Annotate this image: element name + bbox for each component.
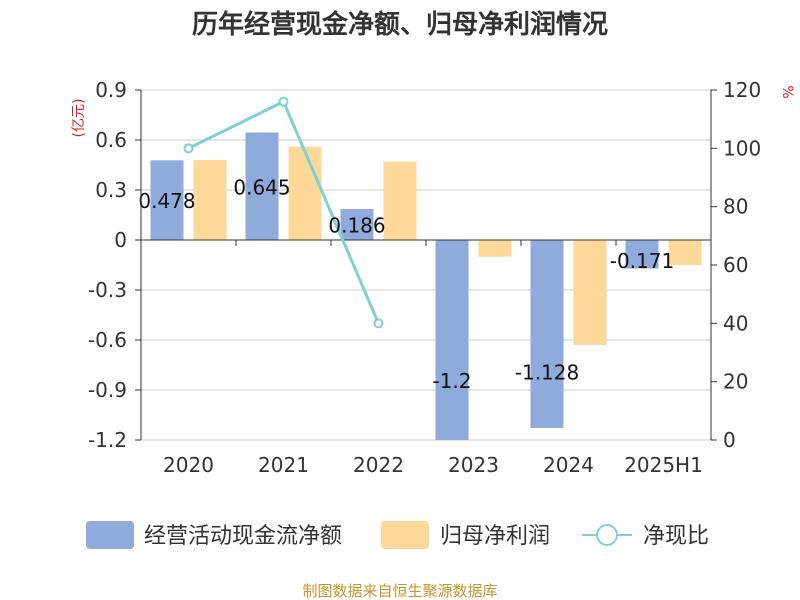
data-labels-layer: 0.478 0.645 0.186 -1.2 -1.128 -0.171	[138, 175, 674, 393]
y-right-tick-label: 80	[723, 195, 748, 219]
y-left-tick-label: 0	[114, 228, 127, 252]
data-label-cash-flow: 0.478	[138, 189, 195, 213]
chart-title: 历年经营现金净额、归母净利润情况	[192, 9, 608, 40]
legend-marker-ratio	[596, 524, 618, 546]
x-tick-label: 2023	[448, 453, 499, 477]
ratio-point	[183, 143, 194, 154]
x-tick-label: 2022	[353, 453, 404, 477]
bar-net-profit	[573, 240, 607, 345]
data-label-cash-flow: 0.186	[328, 214, 385, 238]
x-tick-label: 2025H1	[624, 453, 703, 477]
legend-swatch-net-profit	[381, 521, 429, 549]
bar-net-profit	[478, 240, 512, 257]
legend-swatch-cash-flow	[86, 521, 134, 549]
x-axis	[141, 239, 711, 246]
data-label-cash-flow: -1.128	[515, 361, 579, 385]
y-left-tick-label: -0.9	[88, 378, 127, 402]
y-right-tick-label: 20	[723, 370, 748, 394]
ratio-point	[278, 96, 289, 107]
bar-cash-flow	[245, 132, 279, 240]
y-left-tick-label: 0.6	[95, 128, 127, 152]
y-right-tick-label: 100	[723, 136, 761, 160]
y-right-tick-label: 40	[723, 311, 748, 335]
legend-label-cash-flow: 经营活动现金流净额	[144, 524, 342, 549]
y-right-unit: %	[779, 85, 795, 98]
gridlines	[141, 89, 711, 441]
bar-net-profit	[288, 146, 322, 240]
bar-net-profit	[668, 240, 702, 265]
legend-label-ratio: 净现比	[643, 524, 709, 549]
y-left-tick-label: -0.3	[88, 278, 127, 302]
x-tick-label: 2021	[258, 453, 309, 477]
bar-net-profit	[193, 160, 227, 240]
bars-layer	[150, 132, 702, 440]
y-left-unit: (亿元)	[71, 99, 87, 138]
data-label-cash-flow: 0.645	[233, 175, 290, 199]
y-right-tick-label: 0	[723, 428, 736, 452]
ratio-point	[373, 318, 384, 329]
y-right-tick-label: 60	[723, 253, 748, 277]
bar-net-profit	[383, 161, 417, 240]
axes: 0.9 0.6 0.3 0 -0.3 -0.6 -0.9 -1.2 120 100 80 60 40 20…	[88, 78, 761, 477]
y-left-tick-label: -1.2	[88, 428, 127, 452]
y-left-tick-label: -0.6	[88, 328, 127, 352]
source-note: 制图数据来自恒生聚源数据库	[302, 582, 497, 600]
bar-cash-flow	[530, 240, 564, 428]
legend: 经营活动现金流净额 归母净利润 净现比	[86, 521, 709, 549]
data-label-cash-flow: -0.171	[610, 249, 674, 273]
x-tick-label: 2024	[543, 453, 594, 477]
y-right-tick-label: 120	[723, 78, 761, 102]
data-label-cash-flow: -1.2	[432, 369, 471, 393]
y-left-tick-label: 0.9	[95, 78, 127, 102]
bar-cash-flow	[625, 240, 659, 269]
bar-cash-flow	[150, 160, 184, 240]
x-tick-label: 2020	[163, 453, 214, 477]
y-left-tick-label: 0.3	[95, 178, 127, 202]
ratio-line-layer	[183, 96, 384, 329]
bar-cash-flow	[435, 240, 469, 440]
legend-label-net-profit: 归母净利润	[440, 524, 550, 549]
bar-cash-flow	[340, 209, 374, 240]
